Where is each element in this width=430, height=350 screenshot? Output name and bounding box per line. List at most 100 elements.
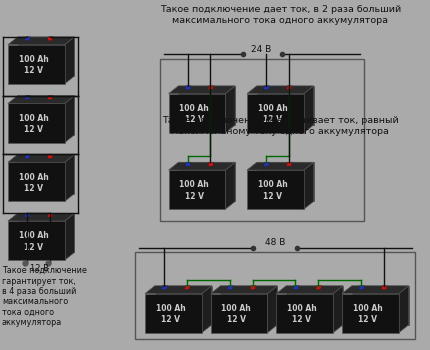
- Text: 100 Ah: 100 Ah: [18, 173, 48, 182]
- Text: 48 В: 48 В: [265, 238, 286, 246]
- Polygon shape: [267, 286, 277, 333]
- Polygon shape: [257, 86, 313, 125]
- Polygon shape: [8, 162, 64, 202]
- Text: 100 Ah: 100 Ah: [18, 114, 48, 123]
- Polygon shape: [169, 94, 225, 133]
- Text: 12 V: 12 V: [24, 243, 43, 252]
- Polygon shape: [8, 104, 64, 143]
- Polygon shape: [342, 286, 408, 294]
- Polygon shape: [18, 96, 74, 135]
- Text: 12 V: 12 V: [24, 125, 43, 134]
- Polygon shape: [304, 86, 313, 133]
- Bar: [160, 60, 363, 221]
- Polygon shape: [25, 213, 31, 217]
- Text: 12 V: 12 V: [292, 315, 311, 324]
- Polygon shape: [276, 294, 333, 333]
- Text: 12 В: 12 В: [30, 264, 49, 273]
- Polygon shape: [185, 86, 191, 90]
- Polygon shape: [155, 286, 212, 325]
- Text: 12 V: 12 V: [263, 116, 282, 125]
- Text: 100 Ah: 100 Ah: [287, 304, 317, 313]
- Polygon shape: [221, 286, 277, 325]
- Text: 100 Ah: 100 Ah: [353, 304, 382, 313]
- Polygon shape: [359, 286, 365, 290]
- Polygon shape: [304, 162, 313, 209]
- Polygon shape: [64, 213, 74, 260]
- Text: 100 Ah: 100 Ah: [18, 231, 48, 240]
- Polygon shape: [25, 154, 31, 158]
- Text: 24 В: 24 В: [252, 44, 272, 54]
- Text: 100 Ah: 100 Ah: [221, 304, 251, 313]
- Text: 100 Ah: 100 Ah: [179, 104, 209, 113]
- Polygon shape: [208, 86, 214, 90]
- Polygon shape: [18, 213, 74, 252]
- Polygon shape: [64, 96, 74, 143]
- Polygon shape: [178, 162, 235, 202]
- Polygon shape: [225, 162, 235, 209]
- Polygon shape: [162, 286, 168, 290]
- Text: Такое подключение дает ток, в 2 раза больший
максимального тока одного аккумулят: Такое подключение дает ток, в 2 раза бол…: [160, 6, 401, 25]
- Polygon shape: [247, 86, 313, 94]
- Polygon shape: [25, 37, 31, 41]
- Polygon shape: [184, 286, 190, 290]
- Polygon shape: [25, 96, 31, 99]
- Polygon shape: [185, 162, 191, 166]
- Text: 12 V: 12 V: [24, 66, 43, 76]
- Text: 100 Ah: 100 Ah: [258, 181, 287, 189]
- Text: Такое подключение
гарантирует ток,
в 4 раза больший
максимального
тока одного
ак: Такое подключение гарантирует ток, в 4 р…: [2, 266, 87, 327]
- Polygon shape: [8, 37, 74, 45]
- Text: Такое подключение обеспечивает ток, равный
максимальному току одного аккумулятор: Такое подключение обеспечивает ток, равн…: [162, 116, 399, 135]
- Polygon shape: [169, 162, 235, 170]
- Polygon shape: [169, 86, 235, 94]
- Polygon shape: [178, 86, 235, 125]
- Polygon shape: [47, 96, 53, 99]
- Polygon shape: [8, 221, 64, 260]
- Polygon shape: [211, 294, 267, 333]
- Polygon shape: [145, 286, 212, 294]
- Polygon shape: [8, 45, 64, 84]
- Text: 100 Ah: 100 Ah: [156, 304, 185, 313]
- Text: 12 V: 12 V: [263, 192, 282, 201]
- Text: 12 V: 12 V: [161, 315, 180, 324]
- Polygon shape: [399, 286, 408, 333]
- Polygon shape: [257, 162, 313, 202]
- Polygon shape: [342, 294, 399, 333]
- Polygon shape: [47, 37, 53, 41]
- Text: 12 V: 12 V: [184, 116, 204, 125]
- Text: 12 V: 12 V: [227, 315, 246, 324]
- Polygon shape: [211, 286, 277, 294]
- Polygon shape: [352, 286, 408, 325]
- Text: 12 V: 12 V: [184, 192, 204, 201]
- Polygon shape: [247, 162, 313, 170]
- Polygon shape: [145, 294, 202, 333]
- Polygon shape: [8, 154, 74, 162]
- Polygon shape: [202, 286, 212, 333]
- Polygon shape: [264, 86, 270, 90]
- Polygon shape: [8, 96, 74, 104]
- Polygon shape: [286, 86, 292, 90]
- Polygon shape: [18, 37, 74, 76]
- Polygon shape: [250, 286, 256, 290]
- Text: 12 V: 12 V: [24, 184, 43, 193]
- Polygon shape: [286, 162, 292, 166]
- Polygon shape: [64, 154, 74, 202]
- Polygon shape: [208, 162, 214, 166]
- Polygon shape: [47, 154, 53, 158]
- Polygon shape: [169, 170, 225, 209]
- Polygon shape: [293, 286, 299, 290]
- Polygon shape: [276, 286, 343, 294]
- Polygon shape: [316, 286, 322, 290]
- Polygon shape: [8, 213, 74, 221]
- Polygon shape: [227, 286, 233, 290]
- Polygon shape: [333, 286, 343, 333]
- Polygon shape: [247, 170, 304, 209]
- Polygon shape: [225, 86, 235, 133]
- Bar: [135, 252, 415, 339]
- Polygon shape: [286, 286, 343, 325]
- Text: 100 Ah: 100 Ah: [18, 55, 48, 64]
- Text: 12 V: 12 V: [358, 315, 377, 324]
- Polygon shape: [47, 213, 53, 217]
- Text: 100 Ah: 100 Ah: [179, 181, 209, 189]
- Text: 100 Ah: 100 Ah: [258, 104, 287, 113]
- Polygon shape: [18, 154, 74, 194]
